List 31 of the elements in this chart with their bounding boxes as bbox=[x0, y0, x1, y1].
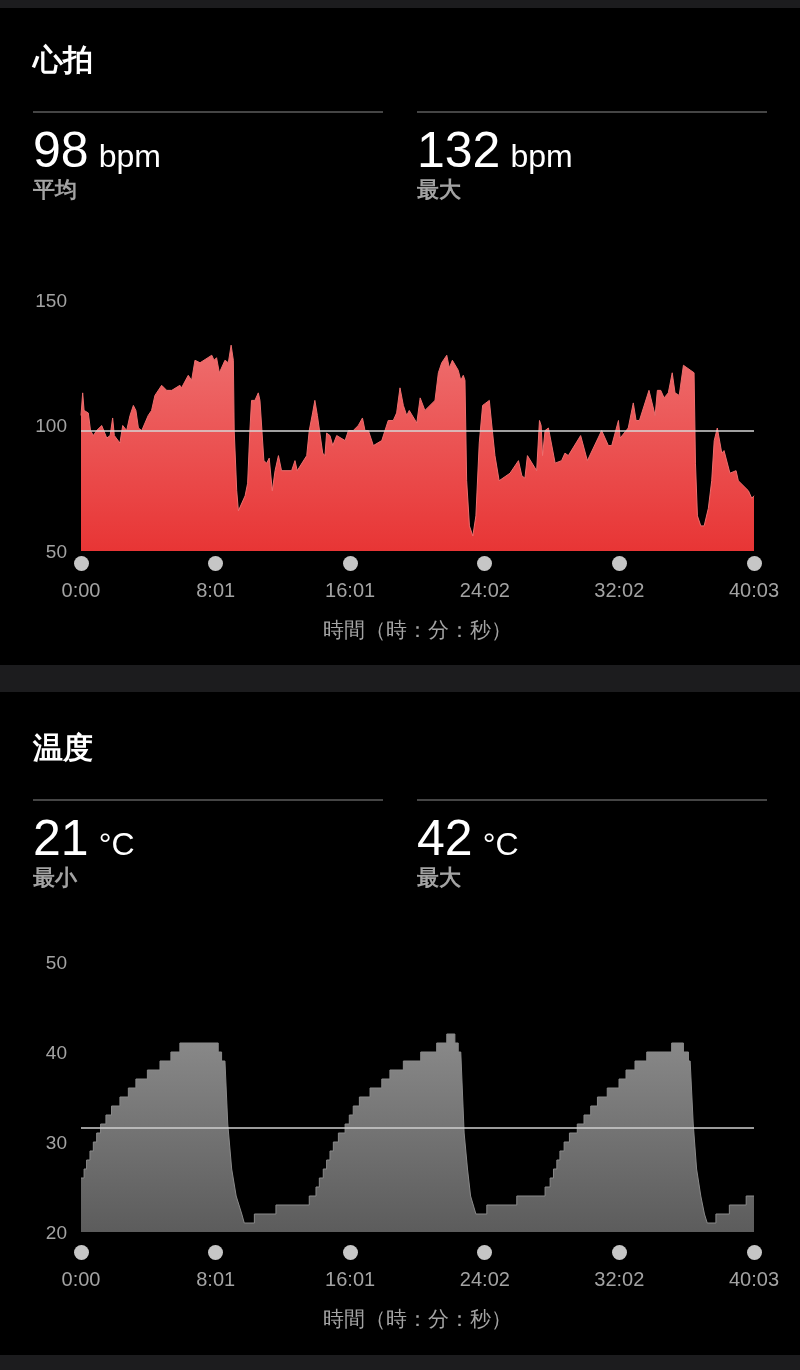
x-tick-label: 0:00 bbox=[61, 579, 101, 601]
x-tick-label: 24:02 bbox=[459, 1268, 510, 1290]
text: 平均 bbox=[33, 176, 77, 204]
text: 42 °C bbox=[417, 810, 519, 866]
x-tick-label: 24:02 bbox=[459, 579, 510, 601]
x-tick-label: 40:03 bbox=[728, 1268, 780, 1290]
text: 最大 bbox=[417, 176, 461, 204]
y-tick-label: 100 bbox=[35, 415, 67, 436]
y-tick-label: 50 bbox=[45, 951, 67, 973]
x-tick-label: 16:01 bbox=[325, 579, 376, 601]
x-tick-label: 32:02 bbox=[594, 1268, 645, 1290]
x-axis-title: 時間（時：分：秒） bbox=[323, 1307, 512, 1330]
text: 132 bpm bbox=[417, 122, 573, 178]
x-tick-label: 0:00 bbox=[61, 1268, 101, 1290]
chart-title: 温度 bbox=[33, 731, 93, 765]
x-axis-title: 時間（時：分：秒） bbox=[323, 618, 512, 641]
x-tick-label: 40:03 bbox=[728, 579, 780, 601]
text: 98 bpm bbox=[33, 122, 161, 178]
y-tick-label: 150 bbox=[35, 289, 67, 311]
text: 最大 bbox=[417, 864, 461, 892]
y-tick-label: 40 bbox=[45, 1041, 67, 1063]
text: 最小 bbox=[33, 864, 77, 892]
x-tick-label: 8:01 bbox=[196, 579, 236, 601]
x-tick-label: 8:01 bbox=[196, 1268, 236, 1290]
y-tick-label: 20 bbox=[45, 1221, 67, 1243]
chart-title: 心拍 bbox=[33, 43, 93, 77]
y-tick-label: 50 bbox=[45, 540, 67, 562]
y-tick-label: 30 bbox=[45, 1131, 67, 1153]
text: 21 °C bbox=[33, 810, 135, 866]
x-tick-label: 32:02 bbox=[594, 579, 645, 601]
x-tick-label: 16:01 bbox=[325, 1268, 376, 1290]
